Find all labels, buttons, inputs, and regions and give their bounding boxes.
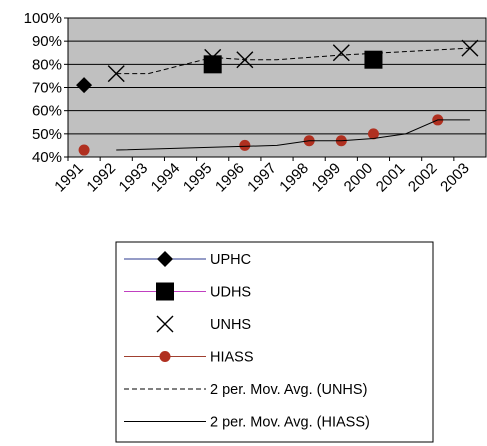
legend-label: UPHC bbox=[210, 252, 251, 268]
x-tick-label: 1997 bbox=[244, 160, 280, 196]
series-1 bbox=[203, 50, 383, 74]
x-tick-label: 2000 bbox=[341, 160, 377, 196]
legend-marker bbox=[157, 251, 173, 267]
y-tick-label: 50% bbox=[32, 126, 62, 143]
legend-label: UDHS bbox=[210, 285, 251, 301]
x-tick-label: 2001 bbox=[373, 160, 409, 196]
data-point bbox=[78, 144, 90, 156]
series-line bbox=[116, 119, 470, 151]
legend-marker bbox=[159, 351, 171, 362]
y-tick-label: 70% bbox=[32, 80, 62, 97]
x-tick-label: 1992 bbox=[83, 160, 119, 196]
legend-label: 2 per. Mov. Avg. (UNHS) bbox=[210, 382, 367, 398]
y-tick-label: 100% bbox=[24, 10, 62, 27]
legend-label: HIASS bbox=[210, 350, 254, 366]
legend-marker bbox=[156, 282, 174, 301]
series-layer bbox=[76, 39, 479, 156]
data-point bbox=[332, 44, 350, 62]
x-tick-label: 1994 bbox=[148, 160, 184, 196]
data-point bbox=[364, 50, 383, 69]
x-tick-label: 2003 bbox=[437, 160, 473, 196]
data-point bbox=[367, 128, 379, 140]
gridlines bbox=[68, 40, 486, 135]
data-point bbox=[76, 77, 93, 94]
x-tick-label: 1995 bbox=[180, 160, 216, 196]
y-tick-label: 60% bbox=[32, 103, 62, 120]
legend-label: UNHS bbox=[210, 317, 251, 333]
x-tick-label: 1998 bbox=[276, 160, 312, 196]
legend-box bbox=[115, 241, 434, 443]
axes: 40%50%60%70%80%90%100%199119921993199419… bbox=[24, 10, 473, 195]
y-tick-label: 80% bbox=[32, 56, 62, 73]
data-point bbox=[203, 55, 222, 74]
y-tick-label: 90% bbox=[32, 33, 62, 50]
series-3 bbox=[78, 114, 444, 156]
y-tick-label: 40% bbox=[32, 149, 62, 166]
legend-marker bbox=[156, 315, 174, 333]
data-point bbox=[239, 139, 251, 151]
legend-label: 2 per. Mov. Avg. (HIASS) bbox=[210, 415, 370, 431]
x-tick-label: 1996 bbox=[212, 160, 248, 196]
x-tick-label: 1999 bbox=[309, 160, 345, 196]
series-4 bbox=[116, 47, 470, 75]
series-line bbox=[116, 47, 470, 75]
series-5 bbox=[116, 119, 470, 151]
legend: UPHC UDHS UNHS HIASS 2 per. Mov. Avg. (UNHS)… bbox=[115, 241, 434, 443]
x-tick-label: 2002 bbox=[405, 160, 441, 196]
x-tick-label: 1993 bbox=[116, 160, 152, 196]
series-0 bbox=[76, 77, 93, 94]
